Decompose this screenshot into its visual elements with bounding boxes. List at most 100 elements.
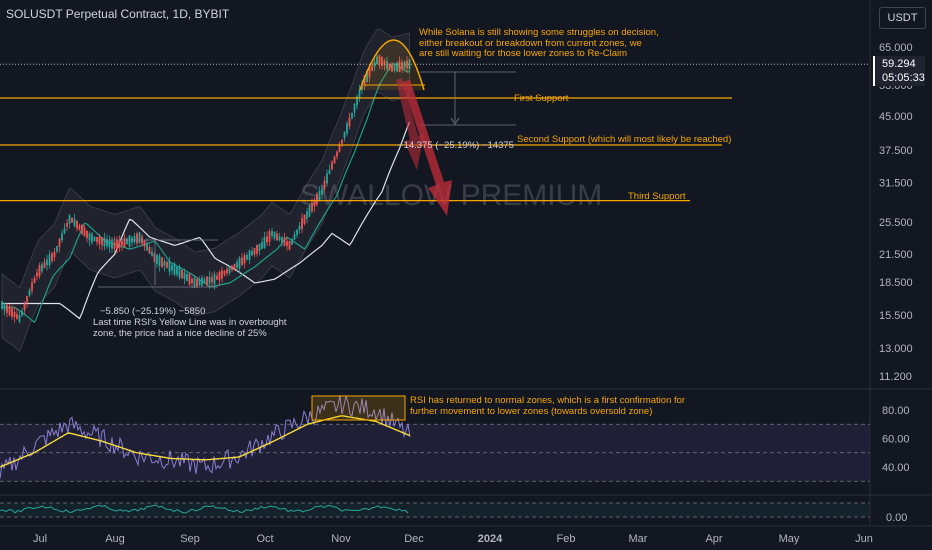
candle-body	[408, 59, 411, 70]
candle-body	[138, 232, 141, 243]
candle-body	[76, 221, 78, 229]
candle-body	[98, 236, 101, 244]
candle-body	[346, 123, 348, 134]
candle-body	[16, 314, 18, 319]
candle-body	[56, 245, 58, 252]
candle-body	[191, 278, 193, 284]
candle-body	[363, 75, 366, 87]
candle-body	[81, 224, 83, 235]
time-tick-label: Apr	[705, 533, 722, 545]
candle-body	[43, 262, 46, 268]
candle-body	[101, 237, 103, 246]
candle-body	[93, 236, 96, 241]
candle-body	[343, 131, 346, 139]
candle-body	[266, 236, 268, 243]
candle-body	[391, 64, 393, 72]
candle-body	[203, 279, 206, 284]
oscillator-line	[0, 504, 409, 514]
currency-button[interactable]: USDT	[879, 7, 926, 29]
candle-body	[86, 230, 88, 239]
candle-body	[301, 218, 303, 230]
candle-body	[236, 261, 238, 268]
candle-body	[281, 237, 283, 243]
candle-body	[161, 257, 163, 268]
down-arrow-long	[402, 80, 452, 216]
candle-body	[296, 229, 298, 236]
candle-body	[196, 279, 198, 287]
candle-body	[338, 145, 341, 152]
candle-body	[238, 258, 241, 269]
candle-body	[316, 193, 318, 205]
candle-body	[336, 151, 338, 157]
measure-arrowhead	[450, 117, 460, 125]
candle-body	[273, 231, 276, 239]
price-tick-label: 65.000	[879, 42, 913, 54]
candle-body	[318, 190, 321, 201]
candle-body	[348, 117, 351, 127]
candle-body	[258, 243, 261, 251]
candle-body	[41, 264, 43, 272]
candle-body	[126, 238, 128, 245]
candle-body	[156, 254, 158, 265]
candle-body	[233, 264, 236, 269]
candle-body	[321, 188, 323, 195]
down-arrow-short	[396, 78, 424, 170]
candle-body	[121, 241, 123, 246]
price-tick-label: 13.000	[879, 343, 913, 355]
candle-body	[221, 270, 223, 279]
candle-body	[311, 202, 313, 212]
candle-body	[393, 64, 396, 71]
ma-white-line	[2, 121, 411, 320]
candle-body	[136, 233, 138, 244]
candle-body	[313, 199, 316, 207]
candle-body	[206, 276, 208, 285]
candle-body	[278, 236, 281, 241]
candle-body	[378, 55, 381, 65]
candle-body	[263, 236, 266, 248]
candle-body	[111, 240, 113, 249]
candle-body	[268, 231, 271, 242]
candle-body	[303, 214, 306, 224]
candle-body	[168, 261, 171, 272]
candle-body	[383, 60, 386, 66]
time-tick-label: Sep	[180, 533, 200, 545]
candle-body	[176, 266, 178, 275]
ma-green-line	[2, 63, 410, 324]
price-tick-label: 25.500	[879, 217, 913, 229]
rsi-tick-label: 60.00	[882, 434, 910, 446]
candle-body	[28, 290, 31, 296]
candle-body	[403, 61, 406, 69]
candle-body	[83, 227, 86, 237]
candle-body	[323, 180, 326, 189]
candle-body	[283, 237, 286, 247]
chart-title: SOLUSDT Perpetual Contract, 1D, BYBIT	[6, 7, 230, 21]
candle-body	[133, 236, 136, 243]
price-tick-label: 15.500	[879, 310, 913, 322]
candle-body	[308, 205, 311, 217]
candle-body	[193, 277, 196, 288]
candle-body	[288, 240, 291, 250]
candle-body	[243, 255, 246, 264]
candle-body	[18, 315, 21, 322]
price-tick-label: 45.000	[879, 111, 913, 123]
candle-body	[223, 270, 226, 275]
price-tick-label: 21.500	[879, 249, 913, 261]
candle-body	[61, 233, 63, 241]
candle-body	[248, 250, 251, 261]
rsi-highlight-box	[311, 395, 406, 421]
candle-body	[293, 234, 296, 240]
candle-body	[291, 238, 293, 245]
candle-body	[218, 271, 221, 281]
candle-body	[186, 273, 188, 282]
candle-body	[151, 251, 153, 257]
candle-body	[66, 223, 68, 227]
candle-body	[368, 67, 371, 78]
time-tick-label: 2024	[478, 533, 503, 545]
candle-body	[213, 274, 216, 285]
candle-body	[406, 60, 408, 69]
candle-body	[358, 89, 361, 98]
candle-body	[271, 230, 273, 236]
rsi-line	[0, 394, 411, 479]
time-tick-label: Oct	[256, 533, 273, 545]
